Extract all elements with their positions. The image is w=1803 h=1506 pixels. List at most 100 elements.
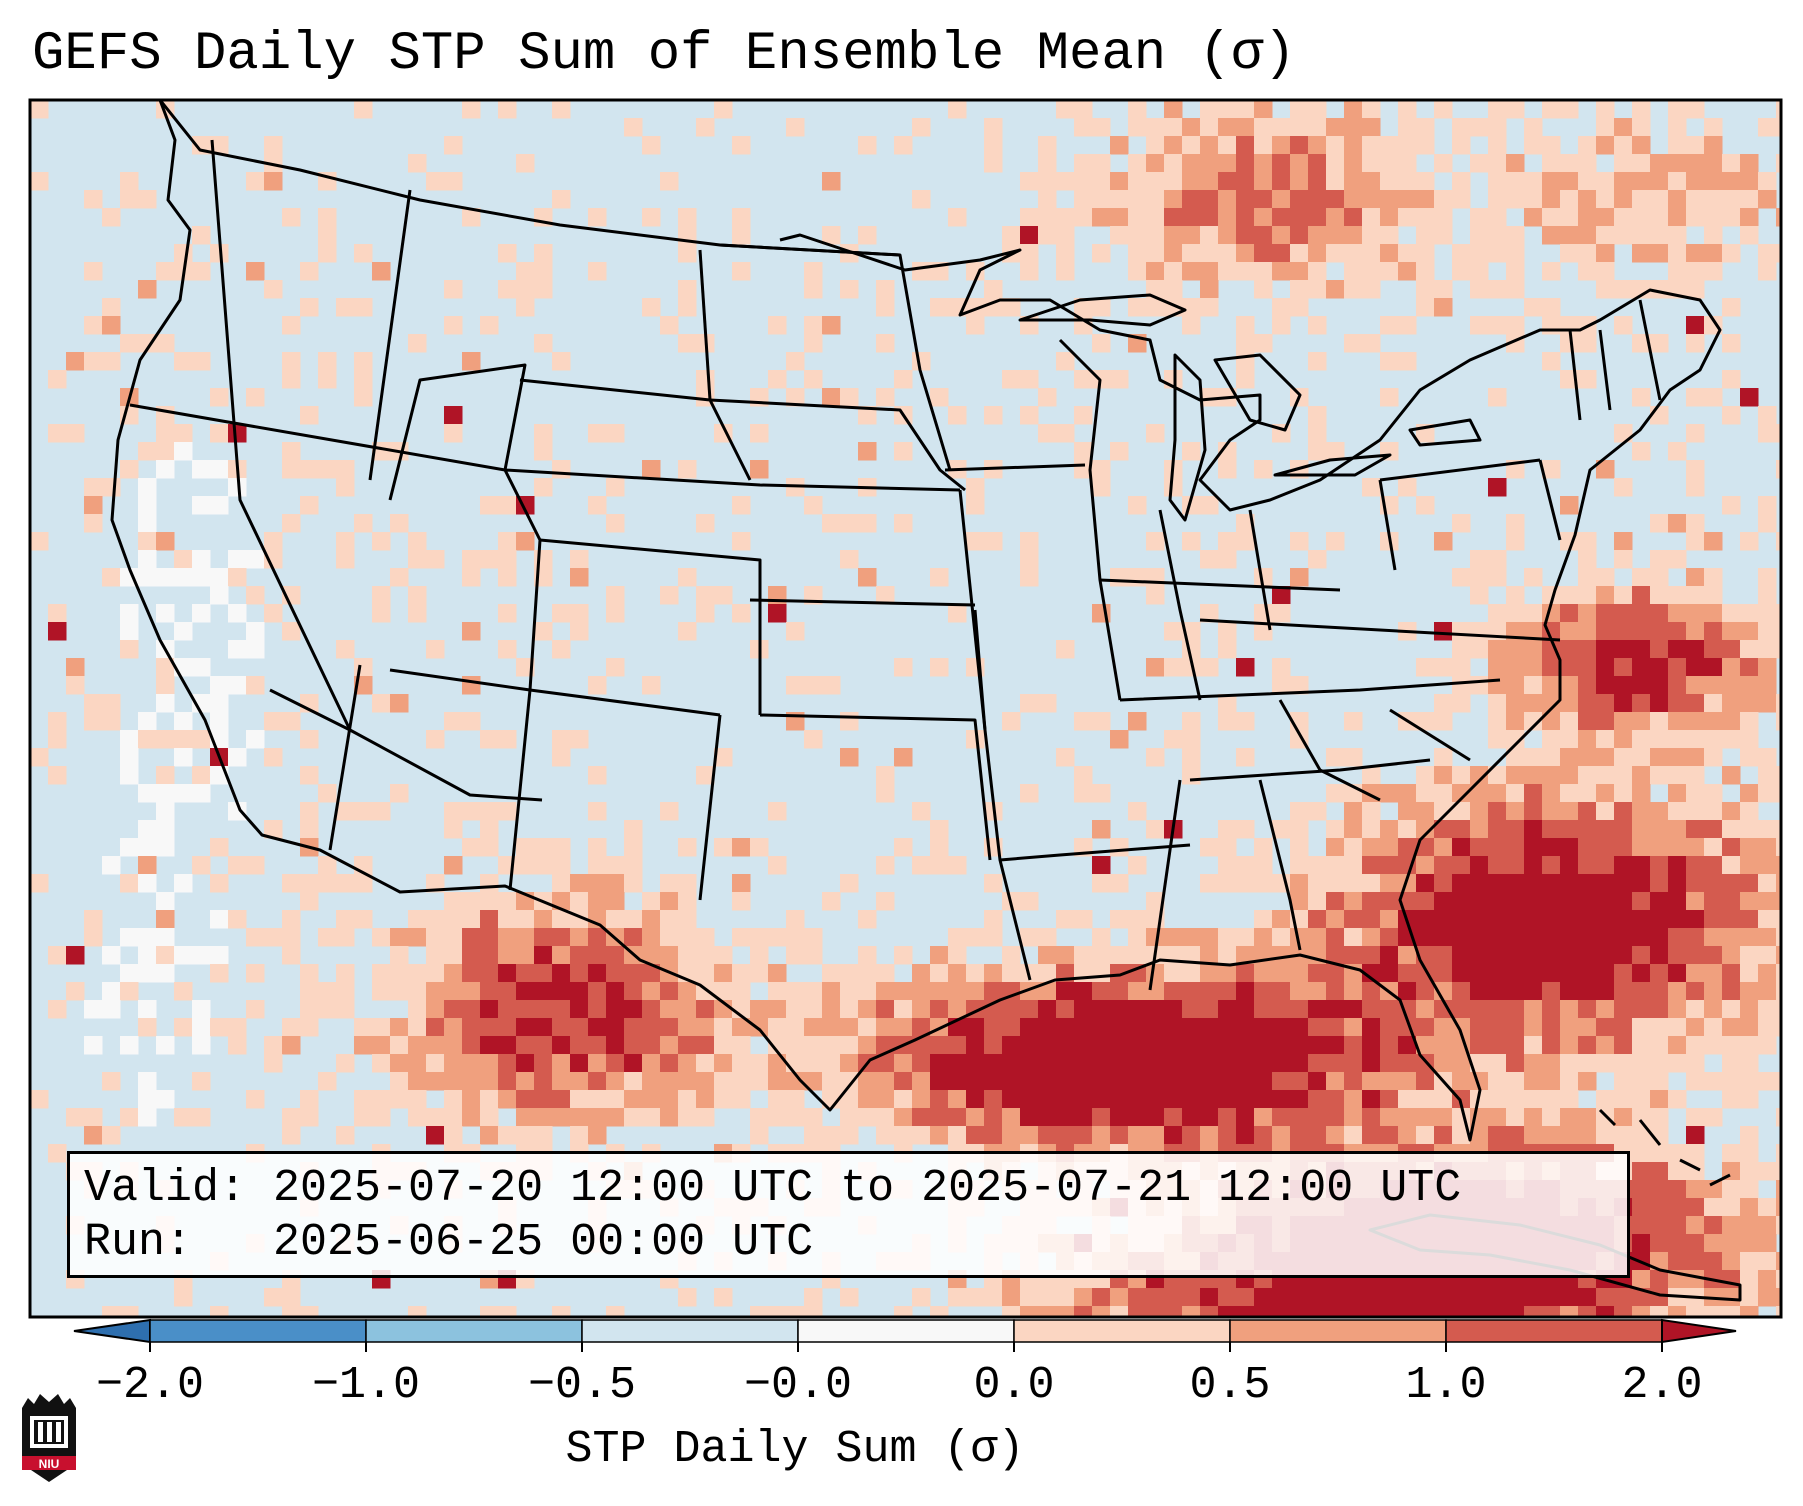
stp-cell — [1398, 1072, 1417, 1091]
stp-cell — [642, 298, 661, 317]
stp-cell — [768, 604, 787, 623]
stp-cell — [1074, 172, 1093, 191]
stp-cell — [984, 982, 1003, 1001]
stp-cell — [1614, 280, 1633, 299]
stp-cell — [1686, 280, 1705, 299]
stp-cell — [1002, 226, 1021, 245]
stp-cell — [228, 640, 247, 659]
stp-cell — [444, 1072, 463, 1091]
stp-cell — [1056, 640, 1075, 659]
stp-cell — [1542, 946, 1561, 965]
stp-cell — [822, 388, 841, 407]
stp-cell — [660, 586, 679, 605]
stp-cell — [264, 1288, 283, 1307]
stp-cell — [1542, 190, 1561, 209]
stp-cell — [1092, 1126, 1111, 1145]
colorbar-bin — [797, 1319, 1015, 1343]
stp-cell — [156, 334, 175, 353]
stp-cell — [318, 370, 337, 389]
stp-cell — [1434, 1306, 1453, 1317]
stp-cell — [1416, 1306, 1435, 1317]
stp-cell — [1740, 1144, 1759, 1163]
stp-cell — [1650, 1162, 1669, 1181]
stp-cell — [1236, 226, 1255, 245]
stp-cell — [930, 568, 949, 587]
stp-cell — [1560, 1054, 1579, 1073]
stp-cell — [1362, 946, 1381, 965]
stp-cell — [786, 1036, 805, 1055]
stp-cell — [1578, 910, 1597, 929]
stp-cell — [246, 1090, 265, 1109]
stp-cell — [1470, 118, 1489, 137]
stp-cell — [264, 280, 283, 299]
stp-cell — [1722, 982, 1741, 1001]
stp-cell — [318, 1000, 337, 1019]
stp-cell — [174, 424, 193, 443]
stp-cell — [1632, 190, 1651, 209]
stp-cell — [588, 946, 607, 965]
stp-cell — [948, 982, 967, 1001]
stp-cell — [1668, 838, 1687, 857]
stp-cell — [1074, 190, 1093, 209]
stp-cell — [1542, 964, 1561, 983]
stp-cell — [516, 1126, 535, 1145]
stp-cell — [1614, 820, 1633, 839]
stp-cell — [1308, 1288, 1327, 1307]
stp-cell — [1164, 1306, 1183, 1317]
stp-cell — [1020, 1054, 1039, 1073]
stp-cell — [84, 262, 103, 281]
stp-cell — [84, 712, 103, 731]
stp-cell — [1344, 838, 1363, 857]
stp-cell — [120, 928, 139, 947]
stp-cell — [1524, 1054, 1543, 1073]
stp-cell — [66, 424, 85, 443]
stp-cell — [498, 532, 517, 551]
stp-cell — [588, 874, 607, 893]
stp-cell — [750, 964, 769, 983]
stp-cell — [1668, 1036, 1687, 1055]
stp-cell — [1722, 1198, 1741, 1217]
stp-cell — [1614, 874, 1633, 893]
stp-cell — [1488, 1054, 1507, 1073]
stp-cell — [1704, 802, 1723, 821]
stp-cell — [1686, 928, 1705, 947]
stp-cell — [1236, 1018, 1255, 1037]
stp-cell — [1398, 946, 1417, 965]
stp-cell — [1074, 1000, 1093, 1019]
stp-cell — [1542, 910, 1561, 929]
stp-cell — [1704, 1108, 1723, 1127]
stp-cell — [696, 604, 715, 623]
stp-cell — [1416, 1072, 1435, 1091]
stp-cell — [1758, 1216, 1777, 1235]
stp-cell — [822, 1000, 841, 1019]
stp-cell — [678, 1072, 697, 1091]
stp-cell — [1002, 1072, 1021, 1091]
stp-cell — [1740, 946, 1759, 965]
stp-cell — [1398, 1090, 1417, 1109]
stp-cell — [624, 1072, 643, 1091]
stp-cell — [156, 910, 175, 929]
stp-cell — [552, 946, 571, 965]
stp-cell — [102, 478, 121, 497]
stp-cell — [1614, 856, 1633, 875]
stp-cell — [120, 1306, 139, 1317]
stp-cell — [1020, 208, 1039, 227]
stp-cell — [1488, 1036, 1507, 1055]
stp-cell — [1254, 226, 1273, 245]
stp-cell — [660, 316, 679, 335]
stp-cell — [714, 1054, 733, 1073]
stp-cell — [426, 550, 445, 569]
stp-cell — [1632, 676, 1651, 695]
stp-cell — [1578, 1126, 1597, 1145]
stp-cell — [390, 694, 409, 713]
stp-cell — [1758, 694, 1777, 713]
stp-cell — [1650, 1054, 1669, 1073]
stp-cell — [174, 784, 193, 803]
stp-cell — [1506, 748, 1525, 767]
stp-cell — [570, 622, 589, 641]
stp-cell — [912, 1090, 931, 1109]
stp-cell — [1236, 118, 1255, 137]
stp-cell — [228, 604, 247, 623]
stp-cell — [1542, 676, 1561, 695]
